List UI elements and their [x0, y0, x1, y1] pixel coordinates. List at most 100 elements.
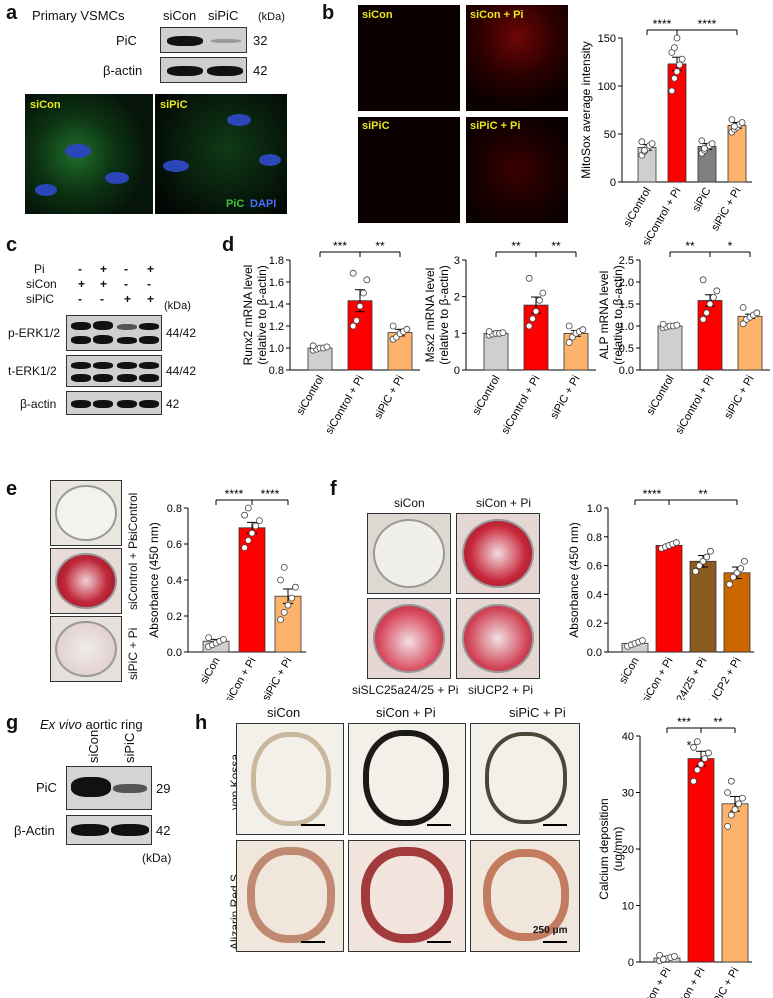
x-tick-label: siControl: [622, 186, 654, 230]
data-point: [698, 137, 706, 145]
panel-c-treatment-mark: +: [147, 292, 155, 306]
data-point: [710, 294, 717, 301]
panel-c-treatment-mark: -: [147, 277, 151, 291]
significance-label: **: [375, 240, 385, 253]
panel-c-kda-terk: 44/42: [166, 364, 197, 378]
x-tick-label: siControl + Pi: [499, 374, 542, 437]
panel-c-treatment-mark: +: [147, 262, 155, 276]
panel-c-band: [139, 374, 159, 382]
panel-c-band: [117, 337, 137, 344]
panel-g-lane-sipic: siPiC: [122, 732, 137, 763]
x-tick-label: siCon + Pi: [638, 966, 674, 998]
data-point: [356, 302, 364, 310]
y-tick-label: 0.2: [167, 611, 182, 623]
panel-c-band: [93, 321, 113, 330]
x-tick-label: siPiC + Pi: [372, 374, 406, 422]
y-axis-label: Absorbance (450 nm): [567, 522, 581, 637]
panel-letter-g: g: [6, 712, 19, 734]
data-point: [739, 304, 747, 311]
panel-e-dish-label: siControl: [126, 492, 140, 540]
panel-c-band: [139, 336, 159, 344]
panel-g-band: [111, 824, 149, 836]
data-point: [673, 321, 681, 329]
y-axis-label: (relative to β-actin): [255, 265, 269, 365]
data-point: [727, 777, 735, 785]
scale-bar: [301, 941, 325, 943]
y-axis-label: Absorbance (450 nm): [147, 522, 161, 637]
panel-h-img-ars-sicon-pi: [348, 840, 466, 952]
nucleus-blob: [259, 154, 281, 166]
data-point: [690, 777, 697, 785]
data-point: [673, 34, 681, 42]
panel-a-image-sipic: [154, 93, 288, 215]
aortic-ring: [363, 730, 449, 826]
significance-label: ****: [261, 487, 280, 501]
data-point: [403, 325, 411, 333]
panel-g-band: [71, 777, 111, 797]
x-tick-label: siCon + Pi: [640, 656, 676, 701]
bar: [689, 560, 717, 653]
panel-a-lane-sicon: siCon: [163, 8, 197, 23]
nucleus-blob: [227, 114, 251, 126]
y-tick-label: 1.5: [619, 299, 634, 311]
data-point: [671, 74, 678, 82]
panel-b-image-label: siPiC: [362, 120, 390, 132]
scale-bar: [301, 824, 325, 826]
panel-b-image-label: siCon: [362, 9, 393, 21]
data-point: [738, 119, 746, 126]
panel-c-treatment-mark: +: [100, 277, 108, 291]
panel-c-treatment-mark: -: [124, 277, 128, 291]
bar: [655, 545, 683, 653]
y-tick-label: 0.4: [167, 575, 182, 587]
panel-c-treatment-label: siCon: [26, 277, 57, 291]
data-point: [693, 738, 701, 746]
panel-f-dish-label: siCon: [394, 496, 425, 510]
data-point: [703, 553, 711, 561]
y-tick-label: 0.0: [587, 647, 602, 659]
panel-b-image-label: siCon + Pi: [470, 9, 524, 21]
dish-well: [461, 518, 535, 589]
data-point: [638, 138, 646, 146]
data-point: [244, 537, 252, 544]
panel-f-dish-label: siSLC25a24/25 + Pi: [352, 683, 459, 697]
panel-a-kda-pic: 32: [253, 33, 268, 48]
data-point: [673, 539, 680, 546]
y-tick-label: 50: [604, 129, 616, 141]
x-tick-label: siCon: [198, 656, 222, 686]
panel-h-img-vk-sicon: [236, 723, 344, 835]
significance-label: ****: [698, 17, 717, 31]
panel-h-col-label: siPiC + Pi: [509, 705, 566, 720]
panel-a-image-sicon: [24, 93, 154, 215]
data-point: [659, 320, 667, 328]
data-point: [707, 547, 714, 555]
data-point: [532, 307, 540, 315]
panel-a-lane-sipic: siPiC: [208, 8, 239, 23]
panel-b-image-sipic: [357, 116, 461, 224]
panel-c-band: [117, 400, 137, 408]
panel-c-treatment-mark: -: [100, 292, 104, 306]
y-tick-label: 0.8: [167, 503, 182, 515]
y-tick-label: 1.2: [269, 321, 284, 333]
data-point: [525, 322, 533, 330]
data-point: [280, 564, 288, 571]
significance-label: ***: [333, 240, 347, 253]
panel-a-kda-header: (kDa): [258, 11, 285, 23]
chart-d2: 0 1 2 3 Msx2 mRNA level (relative to β-actin)…: [423, 240, 596, 437]
x-tick-label: siControl: [295, 374, 327, 418]
panel-f-dish-siucp2: [456, 598, 540, 679]
panel-h-img-ars-sipic-pi: 250 μm: [470, 840, 580, 952]
y-tick-label: 1.4: [269, 299, 284, 311]
panel-e-dish-label: siPiC + Pi: [126, 627, 140, 680]
y-tick-label: 2.5: [619, 255, 634, 267]
y-tick-label: 30: [622, 788, 634, 800]
panel-c-treatment-mark: +: [78, 277, 86, 291]
data-point: [284, 601, 292, 609]
x-tick-label: siUCP2 + Pi: [703, 656, 743, 701]
panel-a-stain-pic: PiC: [226, 198, 245, 210]
data-point: [697, 760, 705, 768]
data-point: [323, 343, 331, 351]
data-point: [252, 522, 260, 530]
data-point: [701, 755, 709, 762]
panel-c-row-perk: p-ERK1/2: [8, 326, 61, 340]
data-point: [733, 569, 741, 577]
